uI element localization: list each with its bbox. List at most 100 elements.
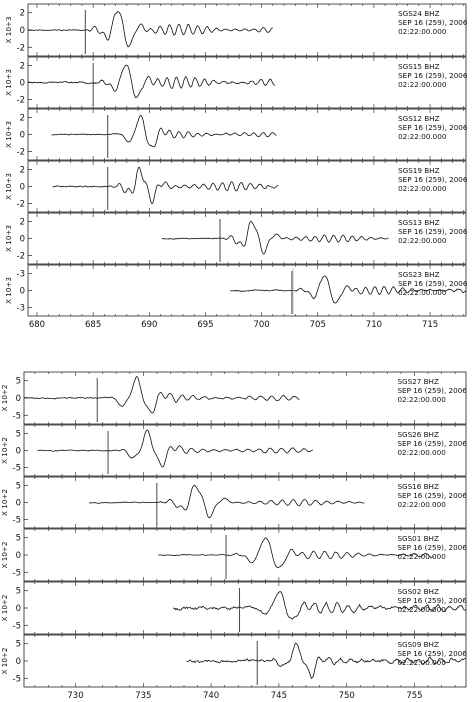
y-tick-label: 0 bbox=[16, 499, 21, 509]
x-tick-label: 710 bbox=[366, 320, 382, 330]
y-tick-label: 0 bbox=[16, 447, 21, 457]
y-tick-label: -5 bbox=[13, 411, 21, 421]
waveform-trace bbox=[37, 429, 314, 468]
station-label: SGS01 BHZ bbox=[397, 534, 438, 543]
unit-label: X 10+3 bbox=[4, 173, 13, 200]
time-label: 02:22:00.000 bbox=[398, 184, 447, 193]
x-tick-label: 730 bbox=[67, 691, 83, 701]
waveform-trace bbox=[23, 376, 300, 414]
unit-label: X 10+2 bbox=[0, 542, 9, 569]
time-label: 02:22:00.000 bbox=[398, 27, 447, 36]
date-label: SEP 16 (259), 2006 bbox=[398, 123, 468, 132]
y-tick-label: 0 bbox=[16, 551, 21, 561]
date-label: SEP 16 (259), 2006 bbox=[398, 227, 468, 236]
x-tick-label: 740 bbox=[203, 691, 219, 701]
y-tick-label: 0 bbox=[20, 235, 25, 245]
time-label: 02:22:00.000 bbox=[398, 288, 447, 297]
date-label: SEP 16 (259), 2006 bbox=[398, 18, 468, 27]
y-tick-label: -3 bbox=[17, 303, 25, 313]
waveform-trace bbox=[186, 642, 467, 680]
x-tick-label: 755 bbox=[406, 691, 422, 701]
y-tick-label: -2 bbox=[17, 43, 25, 53]
station-label: SGS19 BHZ bbox=[398, 166, 439, 175]
y-tick-label: 0 bbox=[16, 394, 21, 404]
unit-label: X 10+3 bbox=[4, 225, 13, 252]
waveform-trace bbox=[173, 591, 467, 620]
y-tick-label: 0 bbox=[20, 131, 25, 141]
y-tick-label: 5 bbox=[16, 640, 21, 650]
date-label: SEP 16 (259), 2006 bbox=[397, 543, 467, 552]
y-tick-label: 2 bbox=[20, 62, 25, 72]
station-label: SGS13 BHZ bbox=[398, 218, 439, 227]
waveform-trace bbox=[27, 64, 276, 99]
y-tick-label: 5 bbox=[16, 482, 21, 492]
y-tick-label: 2 bbox=[20, 9, 25, 19]
time-label: 02:22:00.000 bbox=[397, 448, 446, 457]
y-tick-label: 5 bbox=[16, 587, 21, 597]
unit-label: X 10+3 bbox=[4, 121, 13, 148]
station-label: SGS27 BHZ bbox=[397, 377, 438, 386]
x-tick-label: 700 bbox=[253, 320, 269, 330]
waveform-trace bbox=[230, 275, 467, 304]
time-label: 02:22:00.000 bbox=[397, 658, 446, 667]
y-tick-label: 5 bbox=[16, 377, 21, 387]
unit-label: X 10+2 bbox=[0, 489, 9, 516]
y-tick-label: -2 bbox=[17, 251, 25, 261]
time-label: 02:22:00.000 bbox=[397, 395, 446, 404]
x-tick-label: 695 bbox=[197, 320, 213, 330]
date-label: SEP 16 (259), 2006 bbox=[398, 279, 468, 288]
date-label: SEP 16 (259), 2006 bbox=[398, 175, 468, 184]
station-label: SGS02 BHZ bbox=[397, 587, 438, 596]
waveform-trace bbox=[52, 166, 279, 204]
x-tick-label: 690 bbox=[141, 320, 157, 330]
y-tick-label: 0 bbox=[16, 657, 21, 667]
date-label: SEP 16 (259), 2006 bbox=[397, 386, 467, 395]
date-label: SEP 16 (259), 2006 bbox=[398, 71, 468, 80]
time-label: 02:22:00.000 bbox=[398, 80, 447, 89]
waveform-trace bbox=[27, 10, 273, 48]
y-tick-label: 2 bbox=[20, 114, 25, 124]
y-tick-label: -2 bbox=[17, 147, 25, 157]
waveform-trace bbox=[88, 484, 365, 519]
y-tick-label: 0 bbox=[20, 183, 25, 193]
unit-label: X 10+2 bbox=[0, 595, 9, 622]
station-label: SGS26 BHZ bbox=[397, 430, 438, 439]
station-label: SGS15 BHZ bbox=[398, 62, 439, 71]
date-label: SEP 16 (259), 2006 bbox=[397, 491, 467, 500]
time-label: 02:22:00.000 bbox=[398, 236, 447, 245]
x-tick-label: 735 bbox=[135, 691, 151, 701]
x-tick-label: 745 bbox=[271, 691, 287, 701]
x-tick-label: 685 bbox=[85, 320, 101, 330]
station-label: SGS23 BHZ bbox=[398, 270, 439, 279]
station-label: SGS16 BHZ bbox=[397, 482, 438, 491]
unit-label: X 10+2 bbox=[0, 648, 9, 675]
station-label: SGS09 BHZ bbox=[397, 640, 438, 649]
y-tick-label: 2 bbox=[20, 166, 25, 176]
date-label: SEP 16 (259), 2006 bbox=[397, 596, 467, 605]
unit-label: X 10+3 bbox=[4, 277, 13, 304]
station-label: SGS12 BHZ bbox=[398, 114, 439, 123]
time-label: 02:22:00.000 bbox=[397, 500, 446, 509]
y-tick-label: -5 bbox=[13, 463, 21, 473]
y-tick-label: -2 bbox=[17, 199, 25, 209]
unit-label: X 10+3 bbox=[4, 69, 13, 96]
waveform-trace bbox=[158, 537, 434, 569]
station-label: SGS24 BHZ bbox=[398, 9, 439, 18]
waveform-trace bbox=[161, 220, 389, 255]
y-tick-label: -3 bbox=[17, 270, 25, 280]
x-tick-label: 680 bbox=[29, 320, 45, 330]
y-tick-label: -5 bbox=[13, 674, 21, 684]
y-tick-label: 0 bbox=[20, 79, 25, 89]
y-tick-label: 5 bbox=[16, 534, 21, 544]
